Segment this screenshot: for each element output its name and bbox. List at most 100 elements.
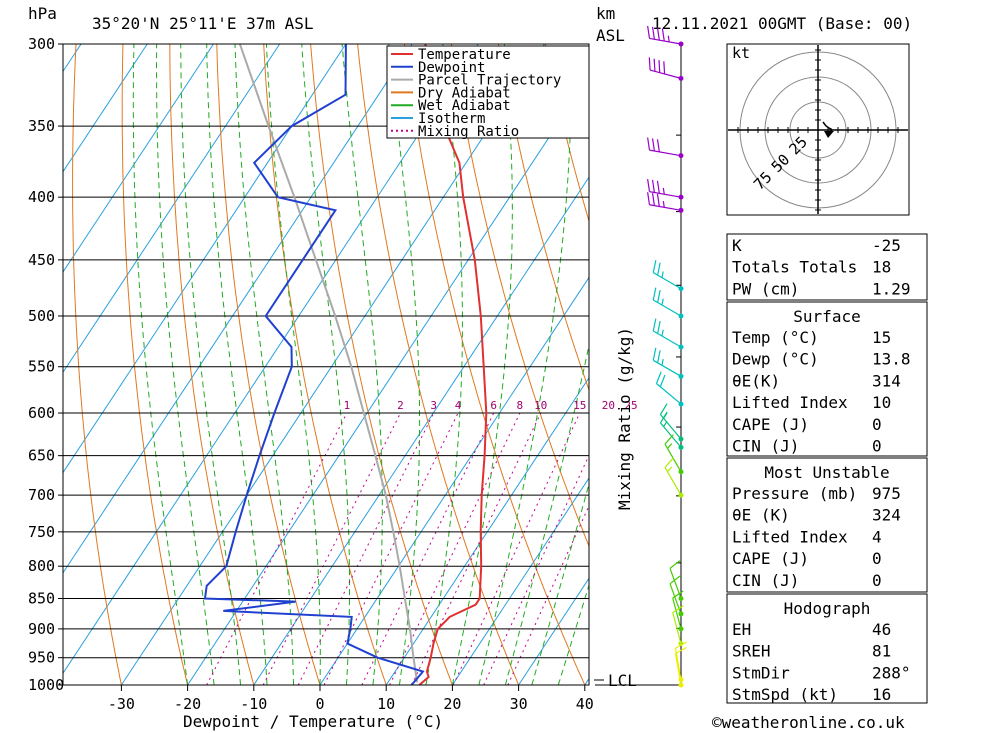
surface-box — [726, 301, 928, 457]
index-label: Pressure (mb) — [732, 484, 857, 503]
pressure-tick-label: 700 — [28, 486, 55, 504]
parcel-trajectory-line — [238, 44, 419, 683]
isotherm-line — [63, 44, 148, 173]
wind-barb-feather — [657, 289, 661, 303]
wind-barb-staff — [672, 597, 682, 630]
wind-barb-feather — [655, 371, 662, 384]
indices-tables: K -25 Totals Totals 18 PW (cm) 1.29 Surface Tem… — [726, 233, 928, 704]
hodograph-unit-label: kt — [732, 44, 750, 62]
legend-entry: Isotherm — [418, 111, 485, 127]
wind-barb-staff — [649, 204, 682, 211]
wind-barb-feather — [652, 318, 657, 332]
wind-barb-staff — [664, 467, 682, 496]
pressure-axis: 300 350 400 450 500 550 600 650 700 750 800 850 900 9… — [28, 35, 64, 694]
pressure-tick-label: 450 — [28, 251, 55, 269]
legend-entry: Wet Adiabat — [418, 98, 511, 114]
wind-barbs — [647, 25, 687, 688]
index-label: θE(K) — [732, 371, 780, 390]
wind-barb-feather — [651, 26, 656, 40]
most-unstable-box — [726, 457, 928, 593]
pressure-tick-label: 850 — [28, 589, 55, 607]
temperature-tick-label: 0 — [315, 695, 324, 713]
temperature-line — [418, 44, 488, 685]
pressure-tick-label: 550 — [28, 358, 55, 376]
height-axis: LCL Mixing Ratio (g/kg) — [594, 44, 682, 690]
wet-adiabat-line — [301, 44, 350, 685]
wind-barb-feather — [651, 193, 656, 206]
wind-barb-staff — [656, 383, 682, 405]
wind-barb-feather — [653, 58, 656, 72]
dry-adiabat-line — [216, 44, 321, 685]
wind-barb-half-feather — [662, 187, 665, 195]
index-label: Lifted Index — [732, 527, 848, 546]
index-label: CAPE (J) — [732, 415, 809, 434]
isotherm-line — [385, 376, 589, 685]
datetime-title: 12.11.2021 00GMT (Base: 00) — [652, 14, 912, 33]
location-title: 35°20'N 25°11'E 37m ASL — [92, 14, 314, 33]
index-label: StmDir — [732, 663, 790, 682]
mixing-ratio-label: 4 — [455, 399, 462, 412]
mixing-ratio-label: 8 — [517, 399, 524, 412]
wind-barb-feather — [652, 260, 657, 273]
wind-barb-half-feather — [661, 271, 664, 278]
dry-adiabat-line — [497, 44, 589, 392]
wind-barb-feather — [656, 139, 660, 152]
pressure-tick-label: 950 — [28, 649, 55, 667]
mixing-ratio-label: 25 — [624, 399, 637, 412]
wind-barb-feather — [657, 320, 661, 334]
isotherm-line — [120, 44, 545, 685]
pressure-tick-label: 750 — [28, 523, 55, 541]
mixing-ratio-line — [411, 412, 542, 685]
wind-barb-feather — [672, 605, 684, 614]
index-label: EH — [732, 620, 751, 639]
pressure-tick-label: 800 — [28, 557, 55, 575]
mixing-ratio-label: 15 — [573, 399, 586, 412]
index-value: 13.8 — [872, 350, 911, 369]
pressure-tick-label: 300 — [28, 35, 55, 53]
dry-adiabat-line — [921, 44, 1000, 685]
index-label: θE (K) — [732, 506, 790, 525]
hpa-axis-label: hPa — [28, 4, 57, 23]
index-value: 81 — [872, 642, 891, 661]
index-label: K — [732, 236, 742, 255]
legend-entry: Temperature — [418, 47, 511, 63]
indices-top-box — [726, 233, 928, 301]
wind-barb-feather — [664, 434, 674, 445]
legend-entry: Dry Adiabat — [418, 85, 511, 101]
wind-barb-half-feather — [667, 443, 673, 449]
isotherm-line — [187, 75, 589, 685]
wet-adiabat-line — [425, 44, 463, 685]
mixing-ratio-line — [323, 412, 459, 685]
temperature-tick-label: 40 — [576, 695, 594, 713]
legend-entry: Parcel Trajectory — [418, 73, 561, 89]
mixing-ratio-line — [483, 454, 589, 685]
mixing-ratio-label: 6 — [490, 399, 497, 412]
wet-adiabat-line — [132, 44, 189, 685]
mixing-ratio-line — [262, 412, 401, 685]
mixing-ratio-line — [452, 412, 581, 685]
temperature-tick-label: -30 — [108, 695, 135, 713]
wind-barb-feather — [647, 25, 651, 39]
wind-barb-staff — [652, 359, 682, 377]
wind-barb-feather — [652, 347, 657, 361]
wind-barb-feather — [675, 646, 687, 655]
wind-barb-feather — [661, 28, 665, 42]
wind-barb-half-feather — [661, 298, 664, 306]
index-value: 46 — [872, 620, 891, 639]
mixing-ratio-label: 2 — [397, 399, 404, 412]
index-label: CAPE (J) — [732, 549, 809, 568]
index-value: 15 — [872, 328, 891, 347]
wind-barb-feather — [663, 61, 666, 74]
wind-barb-feather — [657, 350, 661, 363]
index-label: Dewp (°C) — [732, 350, 819, 369]
pressure-tick-label: 600 — [28, 404, 55, 422]
mixing-ratio-axis-label: Mixing Ratio (g/kg) — [615, 327, 634, 510]
isotherm-line — [253, 176, 589, 685]
mixing-ratio-label: 10 — [534, 399, 547, 412]
pressure-tick-label: 650 — [28, 447, 55, 465]
wind-barb-feather — [672, 590, 684, 599]
legend-entry: Dewpoint — [418, 60, 485, 76]
index-value: 4 — [872, 527, 882, 546]
copyright-footer: ©weatheronline.co.uk — [712, 713, 905, 732]
